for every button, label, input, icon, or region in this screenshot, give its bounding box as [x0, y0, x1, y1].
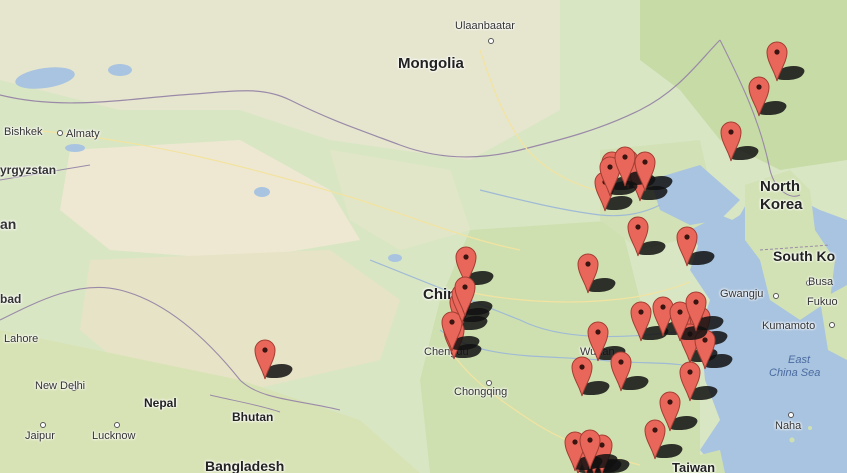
map-pin-icon — [685, 291, 707, 332]
map-pin-icon — [630, 301, 652, 342]
location-pin-marker[interactable] — [587, 320, 630, 362]
city-label-busan: Busa — [808, 276, 834, 288]
map-pin-icon — [610, 351, 632, 392]
location-pin-marker[interactable] — [766, 40, 809, 82]
location-pin-marker[interactable] — [720, 120, 763, 162]
city-marker — [486, 380, 492, 386]
city-marker — [114, 422, 120, 428]
location-pin-marker[interactable] — [254, 338, 297, 380]
location-pin-marker[interactable] — [441, 310, 484, 352]
country-label-partial-left-2: bad — [0, 292, 22, 306]
country-label-south-korea: South Ko — [773, 248, 836, 264]
location-pin-marker[interactable] — [679, 360, 722, 402]
map-pin-icon — [577, 253, 599, 294]
country-label-kyrgyzstan: yrgyzstan — [0, 163, 57, 177]
map-pin-icon — [634, 151, 656, 192]
map-pin-icon — [659, 391, 681, 432]
map-pin-icon — [455, 246, 477, 287]
location-pin-marker[interactable] — [630, 300, 673, 342]
map-pin-icon — [454, 276, 476, 317]
country-label-partial-left: an — [0, 216, 17, 232]
city-marker — [488, 38, 494, 44]
city-label-jaipur: Jaipur — [25, 430, 55, 442]
map-pin-icon — [579, 429, 601, 470]
city-label-fukuoka: Fukuo — [807, 296, 838, 308]
location-pin-marker[interactable] — [669, 300, 712, 342]
city-marker — [71, 385, 77, 391]
city-label-naha: Naha — [775, 420, 802, 432]
map-pin-icon — [599, 156, 621, 197]
city-label-new-delhi: New Delhi — [35, 380, 86, 392]
city-label-bishkek: Bishkek — [4, 126, 43, 138]
city-marker — [788, 412, 794, 418]
city-label-kumamoto: Kumamoto — [762, 320, 816, 332]
city-marker — [57, 130, 63, 136]
location-pin-marker[interactable] — [652, 295, 695, 337]
location-pin-marker[interactable] — [610, 350, 653, 392]
country-label-bhutan: Bhutan — [232, 410, 274, 424]
sea-label-east-line2: China Sea — [769, 367, 821, 379]
location-pin-marker[interactable] — [571, 355, 614, 397]
location-pin-marker[interactable] — [599, 155, 642, 197]
location-pin-marker[interactable] — [644, 418, 687, 460]
map-pin-icon — [766, 41, 788, 82]
map-pin-icon — [614, 146, 636, 187]
city-marker — [829, 322, 835, 328]
city-label-almaty: Almaty — [66, 128, 100, 140]
city-label-ulaanbaatar: Ulaanbaatar — [455, 20, 515, 32]
city-label-lucknow: Lucknow — [92, 430, 136, 442]
map-pin-icon — [676, 226, 698, 267]
country-label-bangladesh: Bangladesh — [205, 458, 285, 473]
city-marker — [40, 422, 46, 428]
location-pin-marker[interactable] — [627, 215, 670, 257]
map-pin-icon — [669, 301, 691, 342]
map-pin-icon — [254, 339, 276, 380]
map-pin-icon — [652, 296, 674, 337]
location-pin-marker[interactable] — [659, 390, 702, 432]
map-pin-icon — [571, 356, 593, 397]
city-label-chongqing: Chongqing — [454, 386, 508, 398]
city-label-lahore: Lahore — [4, 333, 39, 345]
city-label-gwangju: Gwangju — [720, 288, 764, 300]
location-pin-marker[interactable] — [748, 75, 791, 117]
sea-label-east-line1: East — [788, 354, 811, 366]
map-pin-icon — [627, 216, 649, 257]
country-label-taiwan: Taiwan — [672, 460, 716, 473]
map-pin-icon — [720, 121, 742, 162]
location-pin-marker[interactable] — [579, 428, 622, 470]
country-label-north-korea-line2: Korea — [760, 196, 803, 213]
location-pin-marker[interactable] — [577, 252, 620, 294]
location-pin-marker[interactable] — [454, 275, 497, 317]
location-pin-marker[interactable] — [634, 150, 677, 192]
city-marker — [806, 280, 812, 286]
location-pin-marker[interactable] — [455, 245, 498, 287]
location-pin-marker[interactable] — [685, 290, 728, 332]
map-pin-icon — [748, 76, 770, 117]
map-pin-icon — [679, 361, 701, 402]
location-pin-marker[interactable] — [614, 145, 657, 187]
location-pin-marker[interactable] — [676, 225, 719, 267]
city-marker — [773, 293, 779, 299]
country-label-mongolia: Mongolia — [398, 55, 464, 72]
map-pin-icon — [441, 311, 463, 352]
map-pin-icon — [587, 321, 609, 362]
country-label-north-korea-line1: North — [760, 178, 800, 195]
country-label-nepal: Nepal — [144, 396, 177, 410]
map-pin-icon — [644, 419, 666, 460]
